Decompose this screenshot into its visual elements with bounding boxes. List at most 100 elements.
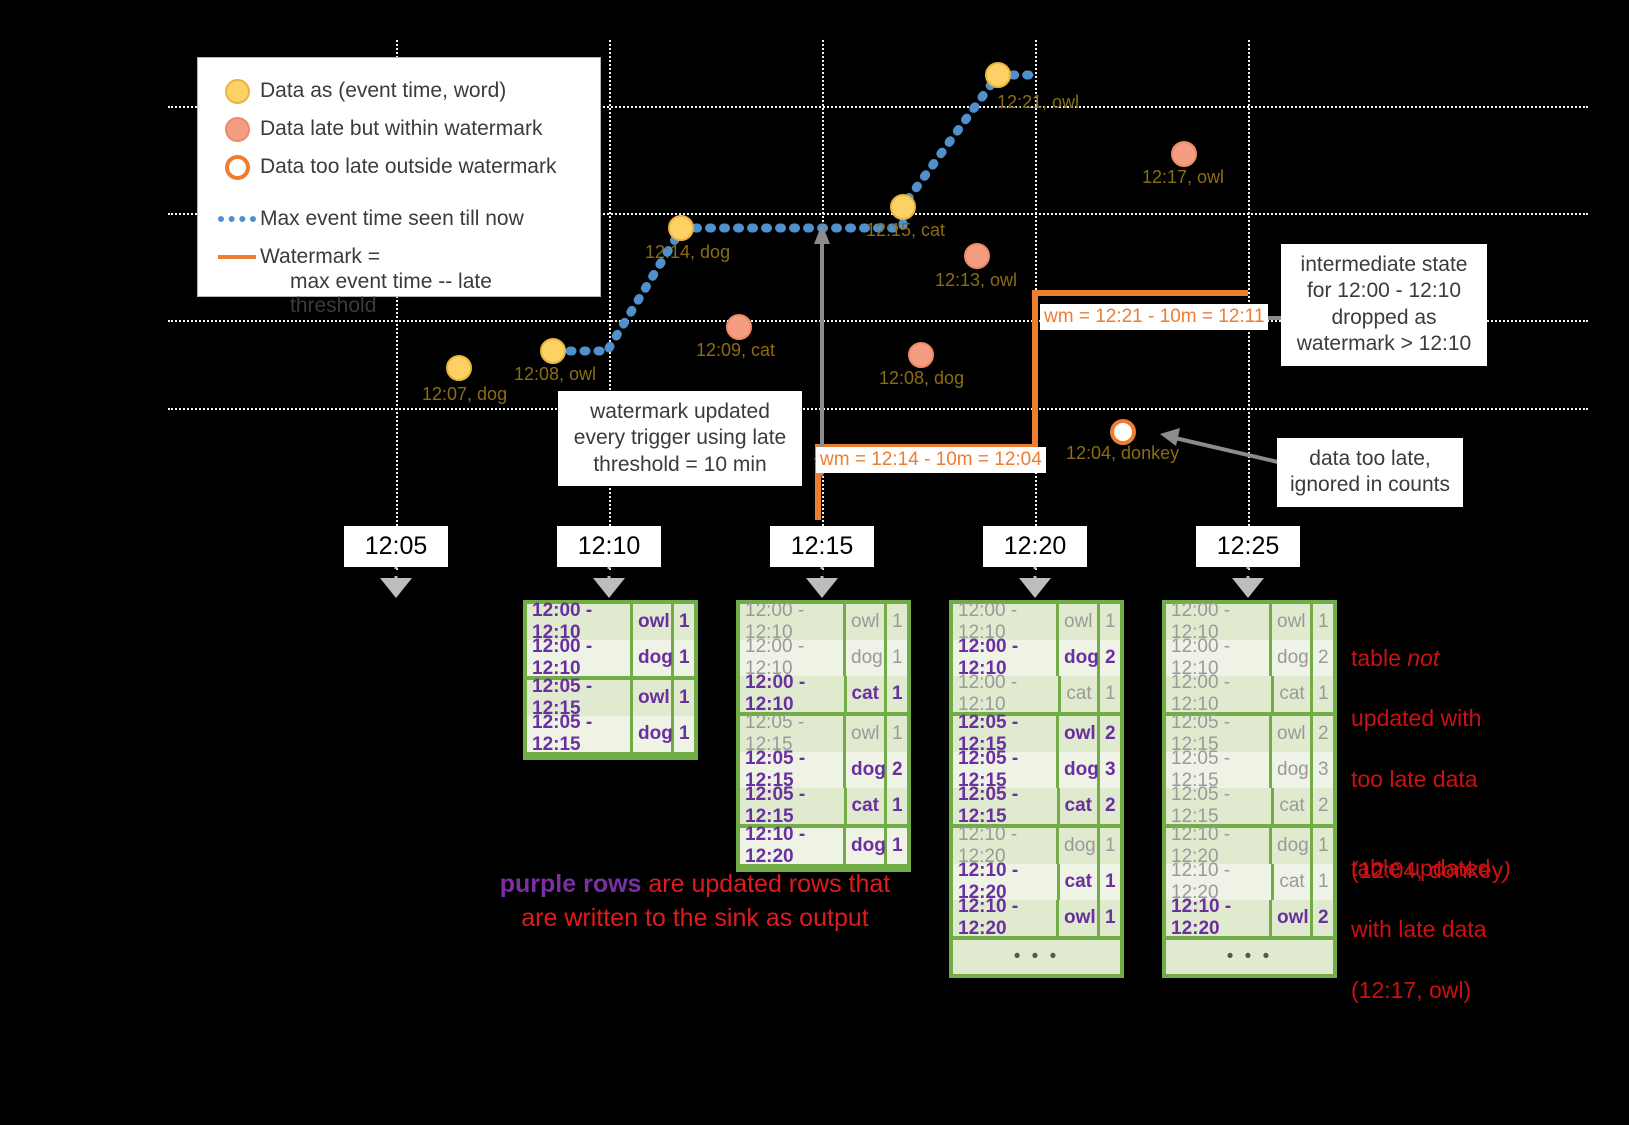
table-row: 12:05 - 12:15 cat 1 [740, 784, 907, 827]
window-cell: 12:05 - 12:15 [953, 784, 1057, 827]
note-line: table not [1351, 612, 1511, 673]
result-table: 12:00 - 12:10 owl 1 12:00 - 12:10 dog 1 … [523, 600, 698, 760]
window-cell: 12:10 - 12:20 [953, 824, 1056, 867]
note-updated-late: table updated with late data (12:17, owl… [1351, 823, 1490, 1036]
window-cell: 12:10 - 12:20 [1166, 860, 1272, 903]
count-cell: 2 [887, 752, 907, 788]
word-cell: owl [633, 604, 671, 640]
table-row: 12:00 - 12:10 owl 1 [527, 600, 694, 643]
count-cell: 3 [1100, 752, 1120, 788]
callout-line: for 12:00 - 12:10 [1306, 279, 1462, 303]
purple-rows-highlight: purple rows [499, 870, 642, 898]
callout-line: threshold = 10 min [593, 452, 767, 476]
count-cell: 2 [1313, 716, 1333, 752]
legend-item: Data as (event time, word) [214, 72, 584, 110]
window-cell: 12:00 - 12:10 [1166, 636, 1269, 679]
table-row: 12:00 - 12:10 cat 1 [740, 672, 907, 715]
yellow-dot-icon [214, 78, 260, 104]
word-cell: cat [1061, 676, 1097, 712]
word-cell: owl [1059, 900, 1097, 936]
gridline-vertical [1035, 40, 1037, 570]
table-ellipsis: • • • [1166, 940, 1333, 974]
blue-dotted-line-icon [214, 216, 260, 222]
count-cell: 1 [1100, 828, 1120, 864]
word-cell: dog [633, 716, 673, 752]
word-cell: owl [1272, 900, 1310, 936]
count-cell: 2 [1313, 788, 1333, 824]
window-cell: 12:10 - 12:20 [1166, 896, 1269, 939]
window-cell: 12:05 - 12:15 [1166, 748, 1269, 791]
data-point-salmon [908, 342, 934, 368]
word-cell: dog [846, 640, 884, 676]
word-cell: dog [1272, 640, 1310, 676]
timeline-tick: 12:20 [983, 526, 1087, 567]
word-cell: owl [633, 680, 671, 716]
window-cell: 12:05 - 12:15 [1166, 712, 1269, 755]
window-cell: 12:05 - 12:15 [527, 712, 630, 755]
word-cell: dog [1059, 640, 1099, 676]
table-row: 12:05 - 12:15 dog 2 [740, 748, 907, 791]
count-cell: 1 [1100, 676, 1120, 712]
note-line: (12:17, owl) [1351, 976, 1472, 1003]
count-cell: 2 [1313, 640, 1333, 676]
note-line: too late data [1351, 766, 1478, 793]
count-cell: 1 [1313, 676, 1333, 712]
word-cell: cat [1059, 788, 1097, 824]
legend-label: Max event time seen till now [260, 207, 524, 230]
callout-line: every trigger using late [573, 426, 787, 450]
window-cell: 12:05 - 12:15 [740, 748, 843, 791]
count-cell: 1 [674, 604, 694, 640]
note-line: table updated [1351, 855, 1491, 882]
data-point-salmon [726, 314, 752, 340]
legend-spacer [214, 186, 584, 200]
table-row: 12:05 - 12:15 cat 2 [1166, 784, 1333, 827]
data-point-yellow [985, 62, 1011, 88]
legend-item: Max event time seen till now [214, 200, 584, 238]
table-group: 12:05 - 12:15 owl 2 12:05 - 12:15 dog 3 … [953, 712, 1120, 827]
word-cell: dog [1272, 828, 1310, 864]
data-point-label: 12:14, dog [645, 242, 731, 262]
callout-line: watermark updated [590, 400, 770, 423]
timeline-tick: 12:15 [770, 526, 874, 567]
legend-label: Data late but within watermark [260, 117, 543, 140]
table-row: 12:10 - 12:20 owl 1 [953, 896, 1120, 939]
word-cell: cat [1274, 788, 1310, 824]
data-point-salmon [1171, 141, 1197, 167]
word-cell: owl [1272, 604, 1310, 640]
word-cell: cat [846, 676, 884, 712]
table-row: 12:00 - 12:10 dog 2 [1166, 636, 1333, 679]
table-ellipsis: • • • [953, 940, 1120, 974]
window-cell: 12:10 - 12:20 [1166, 824, 1269, 867]
table-row: 12:05 - 12:15 dog 3 [953, 748, 1120, 791]
gridline-vertical [396, 40, 398, 570]
window-cell: 12:00 - 12:10 [1166, 600, 1269, 643]
data-point-label: 12:13, owl [935, 270, 1018, 290]
count-cell: 1 [674, 640, 694, 676]
timeline-tick: 12:10 [557, 526, 661, 567]
window-cell: 12:00 - 12:10 [953, 636, 1056, 679]
table-row: 12:00 - 12:10 dog 2 [953, 636, 1120, 679]
table-row: 12:05 - 12:15 owl 2 [953, 712, 1120, 755]
table-row: 12:10 - 12:20 owl 2 [1166, 896, 1333, 939]
watermark-label: wm = 12:14 - 10m = 12:04 [816, 447, 1046, 473]
note-not-updated: table not updated with too late data (12… [1351, 582, 1511, 916]
window-cell: 12:10 - 12:20 [953, 896, 1056, 939]
word-cell: dog [846, 828, 886, 864]
word-cell: owl [1059, 604, 1097, 640]
count-cell: 3 [1313, 752, 1333, 788]
data-point-yellow [446, 355, 472, 381]
data-point-label: 12:04, donkey [1066, 443, 1180, 463]
data-point-label: 12:09, cat [696, 340, 776, 360]
note-text: table [1351, 644, 1408, 671]
count-cell: 1 [887, 604, 907, 640]
timeline-tick: 12:05 [344, 526, 448, 567]
word-cell: dog [846, 752, 886, 788]
note-line: are written to the sink as output [521, 903, 869, 932]
legend-label: Data as (event time, word) [260, 79, 507, 102]
result-table: 12:00 - 12:10 owl 1 12:00 - 12:10 dog 1 … [736, 600, 911, 872]
window-cell: 12:00 - 12:10 [740, 636, 843, 679]
count-cell: 1 [1100, 900, 1120, 936]
window-cell: 12:00 - 12:10 [1166, 672, 1272, 715]
window-cell: 12:10 - 12:20 [953, 860, 1057, 903]
data-point-yellow [540, 338, 566, 364]
